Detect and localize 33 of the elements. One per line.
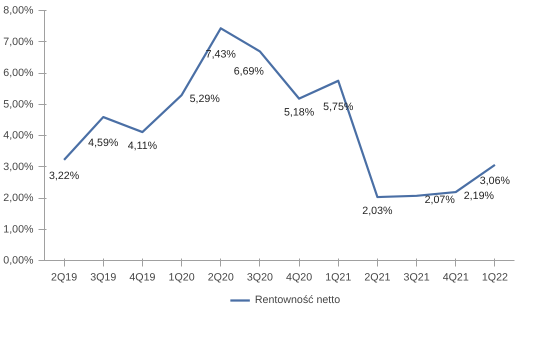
data-label: 6,69% [234, 65, 264, 78]
x-tick-label: 2Q20 [208, 272, 234, 284]
data-label: 2,07% [424, 194, 456, 206]
x-tick-label: 2Q19 [51, 272, 78, 284]
y-tick-label: 6,00% [3, 67, 34, 79]
x-tick-label: 1Q21 [325, 272, 352, 284]
y-tick-label: 5,00% [3, 98, 34, 110]
x-tick-label: 4Q19 [129, 272, 156, 284]
y-tick-label: 8,00% [3, 4, 34, 16]
x-tick-label: 2Q21 [364, 272, 391, 284]
y-tick-label: 4,00% [3, 130, 34, 142]
y-tick-label: 3,00% [3, 160, 34, 173]
y-tick-label: 7,00% [3, 36, 34, 48]
x-tick-label: 1Q22 [482, 272, 508, 284]
data-label: 3,06% [480, 174, 511, 187]
y-tick-label: 1,00% [3, 223, 34, 236]
x-tick-label: 3Q20 [246, 272, 274, 284]
data-label: 4,11% [128, 140, 158, 152]
data-label: 7,43% [206, 48, 236, 60]
x-tick-label: 4Q21 [442, 272, 469, 284]
data-label: 2,19% [464, 190, 494, 202]
data-label: 2,03% [362, 205, 394, 218]
data-label: 5,29% [190, 93, 220, 106]
x-tick-label: 1Q20 [168, 272, 195, 284]
x-tick-label: 4Q20 [286, 272, 312, 284]
y-tick-label: 0,00% [3, 254, 34, 266]
data-label: 4,59% [88, 137, 119, 150]
legend-label: Rentowność netto [254, 294, 340, 306]
data-label: 3,22% [48, 170, 80, 182]
x-tick-label: 3Q21 [404, 272, 430, 284]
y-tick-label: 2,00% [3, 192, 34, 204]
data-label: 5,18% [284, 106, 315, 119]
x-tick-label: 3Q19 [90, 272, 116, 284]
